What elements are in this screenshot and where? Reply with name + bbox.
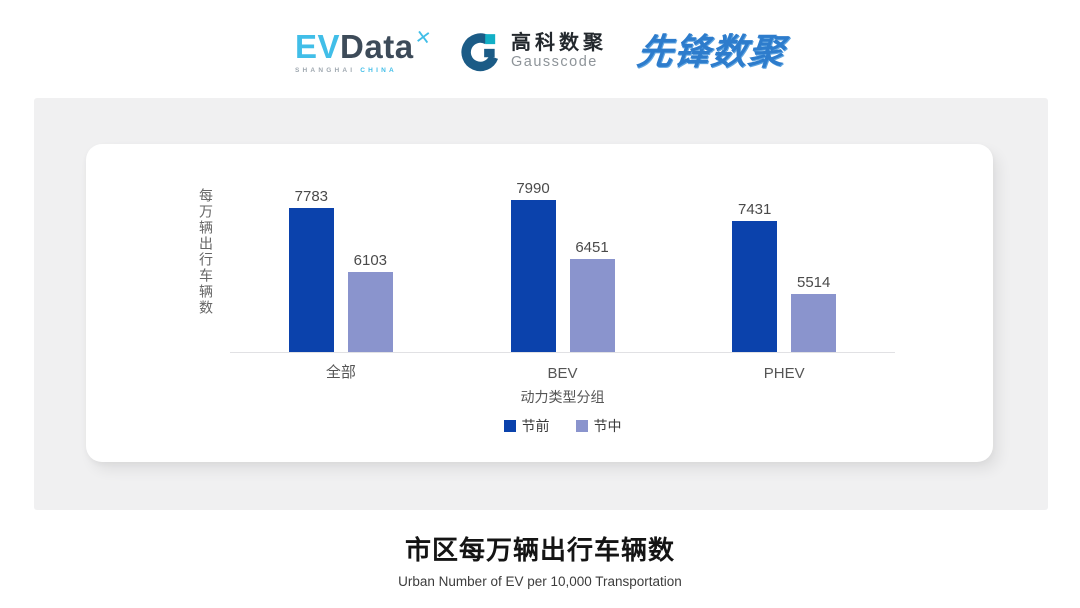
- chart-panel: 每万辆出行车辆数 7783 6103 7990 6451 7431 5514 全部 BEV P…: [34, 98, 1048, 510]
- bar-group: 7783 6103: [230, 189, 452, 352]
- bar-group: 7431 5514: [673, 202, 895, 352]
- category-label: PHEV: [763, 365, 805, 382]
- x-axis-label: 动力类型分组: [520, 389, 605, 405]
- bar-pre-holiday: [510, 200, 556, 352]
- evdata-logo-text: EVData✕: [295, 26, 433, 65]
- header-logos: EVData✕ SHANGHAI CHINA 高科数聚 Gausscode 先锋…: [0, 16, 1080, 88]
- gausscode-text: 高科数聚 Gausscode: [511, 33, 607, 70]
- bar-group: 7990 6451: [452, 181, 674, 352]
- category-row: 全部 BEV PHEV: [230, 361, 895, 382]
- evdata-data-text: Data: [340, 28, 414, 65]
- legend-item[interactable]: 节中: [575, 416, 622, 436]
- legend-label: 节中: [593, 418, 622, 434]
- bar-groups: 7783 6103 7990 6451 7431 5514: [230, 181, 895, 352]
- y-axis-label: 每万辆出行车辆数: [198, 188, 214, 316]
- legend-item[interactable]: 节前: [503, 416, 550, 436]
- bar-column: 6103: [347, 251, 393, 352]
- legend-label: 节前: [521, 418, 550, 434]
- value-label: 7990: [516, 180, 550, 197]
- x-axis-line: [230, 352, 895, 353]
- evdata-sub-china: CHINA: [360, 67, 397, 74]
- value-label: 7783: [294, 187, 329, 205]
- chart-subtitle: Urban Number of EV per 10,000 Transporta…: [398, 574, 682, 589]
- value-label: 5514: [796, 274, 831, 292]
- bar-mid-holiday: [569, 258, 615, 352]
- bar-column: 7783: [288, 187, 334, 352]
- legend-swatch: [503, 420, 516, 432]
- evdata-sub-shanghai: SHANGHAI: [295, 67, 361, 74]
- value-label: 7431: [737, 201, 772, 219]
- gausscode-en-name: Gausscode: [510, 54, 598, 71]
- chart-title: 市区每万辆出行车辆数: [404, 535, 675, 565]
- pioneer-logo: 先锋数聚: [634, 31, 788, 72]
- bar-mid-holiday: [347, 271, 393, 352]
- evdata-ev-text: EV: [295, 28, 341, 65]
- bar-pre-holiday: [288, 207, 334, 352]
- bar-column: 7431: [732, 201, 778, 352]
- footer: 市区每万辆出行车辆数 Urban Number of EV per 10,000…: [0, 530, 1080, 589]
- value-label: 6451: [575, 238, 609, 256]
- bar-column: 5514: [791, 274, 837, 352]
- category-label: BEV: [547, 365, 578, 382]
- bar-pre-holiday: [732, 221, 778, 352]
- evdata-subtext: SHANGHAI CHINA: [295, 67, 397, 74]
- evdata-logo: EVData✕ SHANGHAI CHINA: [295, 26, 433, 74]
- evdata-star-icon: ✕: [413, 26, 433, 51]
- legend: 节前 节中: [230, 416, 895, 436]
- bar-mid-holiday: [791, 294, 837, 352]
- gausscode-cn-name: 高科数聚: [510, 32, 607, 55]
- legend-swatch: [575, 420, 588, 432]
- bar-column: 6451: [569, 238, 615, 352]
- gausscode-g-icon: [461, 33, 499, 72]
- chart-card: 每万辆出行车辆数 7783 6103 7990 6451 7431 5514 全部 BEV P…: [86, 144, 993, 462]
- category-label: 全部: [325, 364, 356, 381]
- value-label: 6103: [353, 251, 388, 269]
- bar-column: 7990: [510, 180, 556, 352]
- gausscode-logo: 高科数聚 Gausscode: [460, 31, 607, 73]
